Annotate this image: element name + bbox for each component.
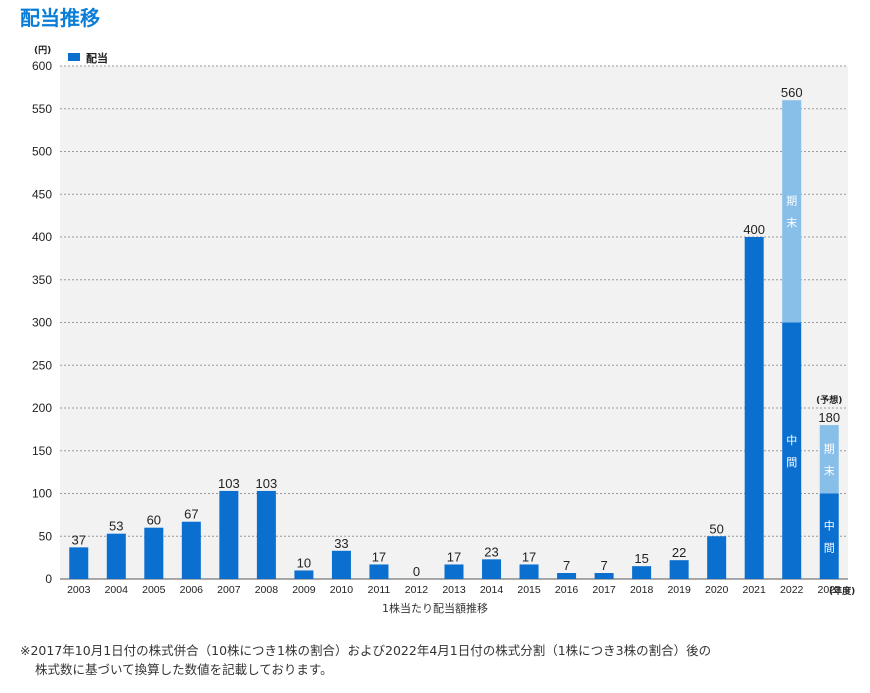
- x-tick-label: 2011: [368, 584, 391, 596]
- bar-value-label: 67: [184, 507, 198, 522]
- bar: [744, 237, 764, 579]
- bar-value-label: 103: [218, 476, 240, 491]
- footnote-line-2: 株式数に基づいて換算した数値を記載しております。: [35, 662, 333, 677]
- bar-value-label: 23: [484, 544, 498, 559]
- y-tick-label: 450: [32, 187, 52, 201]
- bar: [144, 527, 164, 579]
- bar-final-label: 末: [786, 215, 797, 229]
- bar: [557, 573, 577, 579]
- forecast-label: (予想): [816, 394, 842, 406]
- bar: [444, 564, 464, 579]
- bar-value-label: 560: [781, 85, 803, 100]
- bar-interim-label: 中: [824, 519, 835, 532]
- footnote-line-1: ※2017年10月1日付の株式併合（10株につき1株の割合）および2022年4月…: [20, 643, 712, 658]
- y-tick-label: 50: [39, 529, 53, 543]
- x-tick-label: 2015: [517, 584, 541, 596]
- y-tick-label: 300: [32, 316, 52, 330]
- x-tick-label: 2006: [180, 584, 204, 596]
- bar: [632, 566, 652, 579]
- legend-label: 配当: [86, 51, 108, 65]
- bar-value-label: 15: [634, 551, 648, 566]
- bar-value-label: 180: [818, 410, 840, 425]
- x-tick-label: 2004: [105, 584, 129, 596]
- bar-value-label: 0: [413, 564, 420, 579]
- x-tick-label: 2020: [705, 584, 729, 596]
- x-tick-label: 2022: [780, 584, 804, 596]
- bar: [331, 550, 351, 579]
- y-tick-label: 150: [32, 444, 52, 458]
- x-tick-label: 2008: [255, 584, 279, 596]
- x-tick-label: 2023: [818, 584, 842, 596]
- bar-final-label: 期: [786, 194, 797, 207]
- bar-interim-label: 間: [786, 456, 797, 469]
- bar-interim: [819, 493, 839, 579]
- bar-value-label: 10: [297, 555, 311, 570]
- x-tick-label: 2014: [480, 584, 504, 596]
- x-tick-label: 2021: [743, 584, 767, 596]
- bar-value-label: 22: [672, 545, 686, 560]
- bar-value-label: 50: [709, 521, 723, 536]
- bar: [669, 560, 689, 579]
- y-tick-label: 200: [32, 401, 52, 415]
- bar: [256, 490, 276, 579]
- chart-caption: 1株当たり配当額推移: [382, 602, 488, 615]
- bar-value-label: 400: [743, 222, 765, 237]
- bar-final-label: 期: [824, 442, 835, 455]
- bar-value-label: 60: [147, 513, 161, 528]
- y-tick-label: 100: [32, 487, 52, 501]
- bar-value-label: 17: [372, 549, 386, 564]
- bar: [106, 533, 126, 579]
- bar-interim: [782, 322, 802, 579]
- x-tick-label: 2012: [405, 584, 429, 596]
- bar: [482, 559, 502, 579]
- bar-value-label: 17: [447, 549, 461, 564]
- y-tick-label: 250: [32, 358, 52, 372]
- y-tick-label: 400: [32, 230, 52, 244]
- y-tick-label: 600: [32, 59, 52, 73]
- x-tick-label: 2019: [667, 584, 691, 596]
- bar-value-label: 7: [600, 558, 607, 573]
- bar-final: [782, 100, 802, 323]
- bar-value-label: 37: [72, 532, 86, 547]
- bar: [369, 564, 389, 579]
- x-tick-label: 2007: [217, 584, 241, 596]
- bar-value-label: 103: [256, 476, 278, 491]
- bar-value-label: 53: [109, 519, 123, 534]
- bar: [181, 521, 201, 579]
- bar-value-label: 33: [334, 536, 348, 551]
- bar-value-label: 7: [563, 558, 570, 573]
- x-tick-label: 2010: [330, 584, 354, 596]
- bar-final: [819, 425, 839, 494]
- bar-final-label: 末: [824, 463, 835, 477]
- legend-swatch: [68, 53, 80, 61]
- y-unit-label: (円): [34, 45, 51, 56]
- x-tick-label: 2013: [442, 584, 466, 596]
- bar: [294, 570, 314, 579]
- bar-value-label: 17: [522, 549, 536, 564]
- x-tick-label: 2017: [592, 584, 616, 596]
- bar: [594, 573, 614, 579]
- x-unit-label: (年度): [829, 585, 855, 597]
- y-tick-label: 350: [32, 273, 52, 287]
- x-tick-label: 2009: [292, 584, 316, 596]
- x-tick-label: 2005: [142, 584, 166, 596]
- bar: [219, 490, 239, 579]
- bar-interim-label: 間: [824, 541, 835, 554]
- bar: [707, 536, 727, 579]
- footnote: ※2017年10月1日付の株式併合（10株につき1株の割合）および2022年4月…: [20, 641, 865, 679]
- bar: [69, 547, 89, 579]
- page-title: 配当推移: [20, 6, 100, 30]
- dividend-chart: 050100150200250300350400450500550600(円)(…: [32, 45, 855, 597]
- bar: [519, 564, 539, 579]
- x-tick-label: 2003: [67, 584, 91, 596]
- x-tick-label: 2018: [630, 584, 654, 596]
- x-tick-label: 2016: [555, 584, 579, 596]
- y-tick-label: 500: [32, 145, 52, 159]
- bar-interim-label: 中: [786, 434, 797, 447]
- y-tick-label: 550: [32, 102, 52, 116]
- y-tick-label: 0: [45, 572, 52, 586]
